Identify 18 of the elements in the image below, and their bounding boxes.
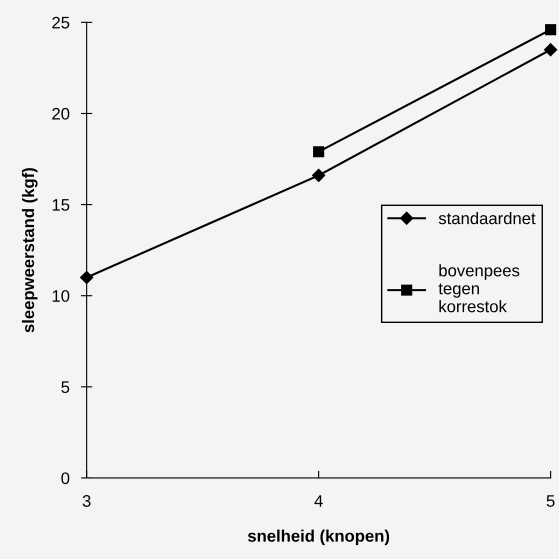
- x-tick-label: 5: [546, 495, 555, 507]
- y-tick-label: 10: [52, 290, 70, 302]
- legend-label: bovenpees tegen korrestok: [438, 264, 520, 312]
- point: [544, 43, 558, 56]
- point: [545, 24, 556, 36]
- y-tick-label: 0: [61, 472, 70, 484]
- x-tick-label: 4: [314, 495, 323, 507]
- y-tick-label: 15: [52, 199, 70, 211]
- y-tick-label: 5: [61, 381, 70, 394]
- y-axis-title: sleepweerstand (kgf): [22, 168, 38, 332]
- x-tick-label: 3: [82, 495, 91, 507]
- point: [313, 146, 324, 158]
- point: [312, 168, 326, 182]
- point: [80, 270, 94, 284]
- legend-label: standaardnet: [438, 212, 536, 224]
- y-tick-label: 20: [52, 108, 70, 120]
- y-tick-label: 25: [52, 16, 70, 29]
- x-axis-title: snelheid (knopen): [248, 530, 390, 546]
